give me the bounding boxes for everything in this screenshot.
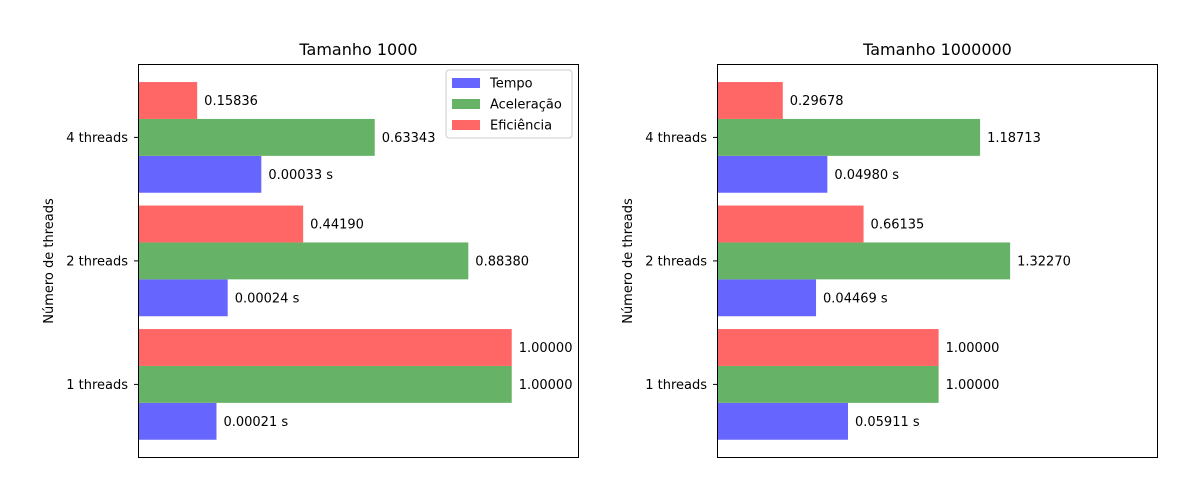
bar-aceleracao-4-threads	[138, 118, 375, 156]
y-axis-label: Número de threads	[42, 198, 57, 324]
bar-eficiencia-2-threads	[717, 205, 864, 243]
legend-swatch-tempo	[452, 78, 480, 88]
bar-tempo-1-threads	[717, 402, 848, 440]
data-label-aceleracao-2-threads: 0.88380	[475, 255, 529, 270]
data-label-eficiencia-4-threads: 0.15836	[204, 94, 258, 109]
data-label-tempo-4-threads: 0.04980 s	[834, 168, 899, 183]
bar-eficiencia-1-threads	[717, 329, 939, 366]
data-label-aceleracao-4-threads: 1.18713	[987, 131, 1041, 146]
axes-frame	[138, 64, 579, 458]
chart-title: Tamanho 1000	[298, 40, 417, 59]
bar-eficiencia-4-threads	[717, 82, 783, 119]
data-label-eficiencia-1-threads: 1.00000	[946, 341, 1000, 356]
legend-label-eficiencia: Eficiência	[490, 119, 552, 134]
y-tick-label-2-threads: 2 threads	[66, 255, 128, 270]
y-tick-label-1-threads: 1 threads	[66, 378, 128, 393]
legend-swatch-aceleracao	[452, 99, 480, 109]
data-label-eficiencia-2-threads: 0.66135	[871, 218, 925, 233]
bar-tempo-4-threads	[717, 155, 828, 193]
bar-tempo-2-threads	[138, 279, 228, 317]
data-label-tempo-4-threads: 0.00033 s	[268, 168, 333, 183]
data-label-aceleracao-1-threads: 1.00000	[946, 378, 1000, 393]
chart-panel-1: 0.00021 s 1.00000 1.00000 1 threads 0.00024 …	[42, 40, 579, 458]
axes-frame	[717, 64, 1158, 458]
data-label-tempo-2-threads: 0.04469 s	[823, 291, 888, 306]
bar-aceleracao-2-threads	[138, 242, 469, 280]
bar-eficiencia-2-threads	[138, 205, 304, 243]
bar-aceleracao-4-threads	[717, 118, 981, 156]
data-label-aceleracao-4-threads: 0.63343	[382, 131, 436, 146]
data-label-tempo-1-threads: 0.00021 s	[223, 415, 288, 430]
bar-tempo-4-threads	[138, 155, 262, 193]
y-tick-label-4-threads: 4 threads	[645, 131, 707, 146]
y-tick-label-4-threads: 4 threads	[66, 131, 128, 146]
legend-swatch-eficiencia	[452, 120, 480, 130]
legend-label-aceleracao: Aceleração	[490, 98, 562, 113]
y-axis-label: Número de threads	[621, 198, 636, 324]
legend-label-tempo: Tempo	[489, 77, 533, 92]
y-tick-label-1-threads: 1 threads	[645, 378, 707, 393]
data-label-eficiencia-2-threads: 0.44190	[310, 218, 364, 233]
legend: Tempo Aceleração Eficiência	[445, 69, 573, 139]
data-label-eficiencia-1-threads: 1.00000	[519, 341, 573, 356]
bar-eficiencia-4-threads	[138, 82, 198, 119]
chart-title: Tamanho 1000000	[862, 40, 1012, 59]
chart-panel-2: 0.05911 s 1.00000 1.00000 1 threads 0.04469 …	[621, 40, 1158, 458]
bar-aceleracao-1-threads	[717, 365, 939, 403]
y-tick-label-2-threads: 2 threads	[645, 255, 707, 270]
data-label-tempo-1-threads: 0.05911 s	[855, 415, 920, 430]
bar-aceleracao-2-threads	[717, 242, 1011, 280]
bar-tempo-2-threads	[717, 279, 817, 317]
data-label-aceleracao-2-threads: 1.32270	[1017, 255, 1071, 270]
data-label-tempo-2-threads: 0.00024 s	[235, 291, 300, 306]
bar-eficiencia-1-threads	[138, 329, 512, 366]
bar-tempo-1-threads	[138, 402, 217, 440]
data-label-aceleracao-1-threads: 1.00000	[519, 378, 573, 393]
bar-aceleracao-1-threads	[138, 365, 512, 403]
data-label-eficiencia-4-threads: 0.29678	[790, 94, 844, 109]
